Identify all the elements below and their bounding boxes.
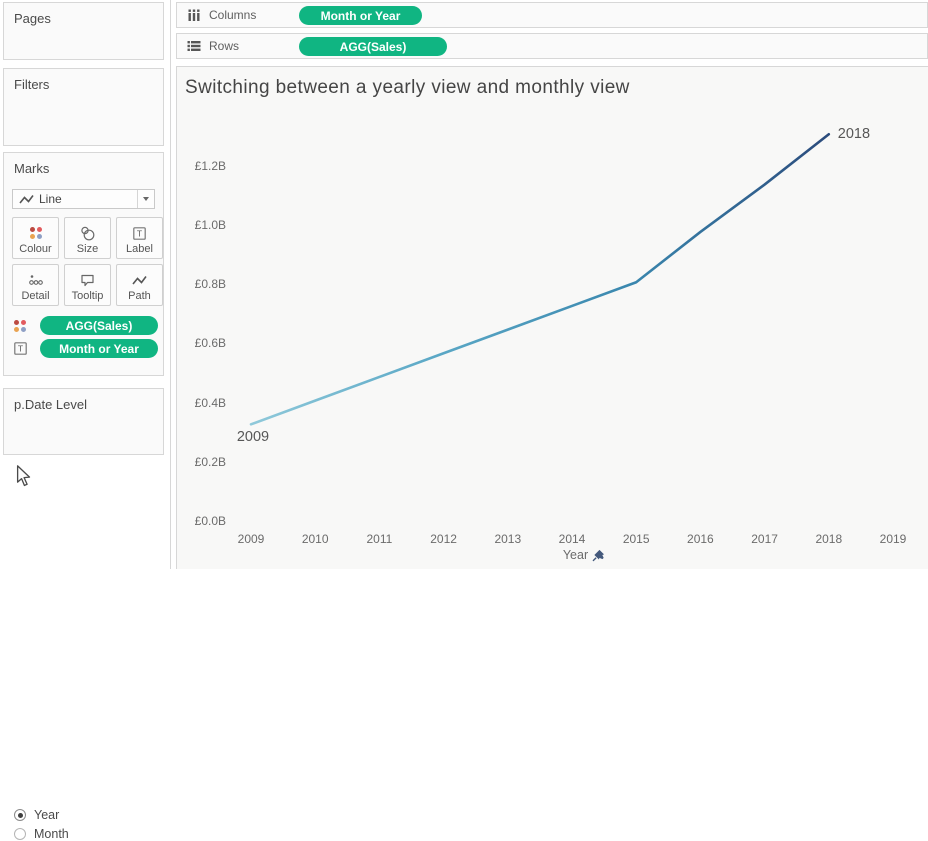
detail-button[interactable]: Detail bbox=[12, 264, 59, 306]
y-axis-tick: £1.0B bbox=[194, 218, 226, 232]
sales-line bbox=[249, 132, 831, 426]
marks-pill-row: AGG(Sales) bbox=[14, 316, 158, 335]
parameter-title: p.Date Level bbox=[14, 397, 87, 412]
label-t-icon: T bbox=[133, 223, 146, 243]
parameter-option-month[interactable]: Month bbox=[14, 827, 69, 841]
label-button[interactable]: T Label bbox=[116, 217, 163, 259]
size-button-label: Size bbox=[76, 243, 99, 255]
x-axis-field-name: Year bbox=[562, 548, 589, 562]
y-axis-tick: £0.2B bbox=[194, 454, 226, 469]
radio-label: Year bbox=[34, 808, 60, 822]
radio-label: Month bbox=[34, 827, 69, 841]
mouse-cursor bbox=[16, 465, 31, 487]
y-axis-tick: £1.2B bbox=[194, 158, 226, 173]
text-t-icon: T bbox=[14, 342, 34, 355]
parameter-card: p.Date Level Year Month bbox=[3, 388, 164, 841]
tableau-workspace: Pages Filters Marks Line Colour bbox=[3, 0, 928, 841]
sales-line-chart[interactable] bbox=[177, 67, 928, 570]
x-axis-tick: 2013 bbox=[494, 532, 522, 546]
colour-dots-icon bbox=[14, 319, 34, 332]
y-axis-tick: £0.6B bbox=[194, 336, 226, 351]
colour-button-label: Colour bbox=[19, 243, 52, 255]
marks-card: Marks Line Colour Size bbox=[3, 152, 164, 376]
pages-title: Pages bbox=[14, 11, 51, 26]
marks-title: Marks bbox=[14, 161, 50, 176]
x-axis-tick: 2009 bbox=[237, 532, 265, 546]
colour-button[interactable]: Colour bbox=[12, 217, 59, 259]
x-axis-tick: 2010 bbox=[301, 532, 329, 546]
line-mark-icon bbox=[19, 194, 34, 205]
x-axis-field-label[interactable]: Year bbox=[563, 548, 605, 562]
tooltip-button[interactable]: Tooltip bbox=[64, 264, 111, 306]
x-axis-tick: 2018 bbox=[815, 532, 843, 546]
chevron-down-icon[interactable] bbox=[137, 190, 154, 208]
marks-pill-row: T Month or Year bbox=[14, 339, 158, 358]
pin-icon bbox=[592, 549, 605, 561]
columns-shelf-label: Columns bbox=[209, 8, 257, 22]
x-axis-tick: 2014 bbox=[558, 532, 586, 546]
y-axis-tick: £0.4B bbox=[194, 395, 226, 410]
y-axis-tick: £0.0B bbox=[194, 514, 226, 528]
colour-dots-icon bbox=[29, 223, 42, 243]
tooltip-button-label: Tooltip bbox=[71, 290, 104, 302]
rows-shelf-label: Rows bbox=[209, 39, 240, 53]
tooltip-bubble-icon bbox=[79, 270, 96, 290]
rows-pill-agg-sales[interactable]: AGG(Sales) bbox=[299, 37, 447, 56]
path-button-label: Path bbox=[128, 290, 151, 302]
pages-shelf[interactable]: Pages bbox=[3, 2, 164, 60]
filters-shelf[interactable]: Filters bbox=[3, 68, 164, 146]
label-button-label: Label bbox=[126, 243, 153, 255]
mark-type-dropdown[interactable]: Line bbox=[12, 189, 155, 209]
x-axis-tick: 2016 bbox=[687, 532, 714, 546]
svg-text:T: T bbox=[137, 228, 142, 238]
radio-button[interactable] bbox=[14, 828, 26, 840]
x-axis-tick: 2012 bbox=[430, 532, 457, 546]
rows-shelf[interactable]: Rows AGG(Sales) bbox=[176, 33, 928, 59]
y-axis-tick: £0.8B bbox=[194, 277, 226, 292]
detail-dots-icon bbox=[28, 270, 44, 290]
mark-type-value: Line bbox=[39, 192, 62, 206]
x-axis-tick: 2011 bbox=[366, 532, 393, 546]
x-axis-tick: 2019 bbox=[879, 532, 907, 546]
path-button[interactable]: Path bbox=[116, 264, 163, 306]
chart-title: Switching between a yearly view and mont… bbox=[185, 77, 630, 98]
month-or-year-pill[interactable]: Month or Year bbox=[40, 339, 158, 358]
size-button[interactable]: Size bbox=[64, 217, 111, 259]
filters-title: Filters bbox=[14, 77, 50, 92]
svg-text:T: T bbox=[18, 343, 23, 353]
columns-pill-month-or-year[interactable]: Month or Year bbox=[299, 6, 422, 25]
radio-button[interactable] bbox=[14, 809, 26, 821]
path-line-icon bbox=[132, 270, 147, 290]
marks-buttons: Colour Size T Label Detail bbox=[12, 217, 163, 306]
size-circles-icon bbox=[79, 223, 96, 243]
columns-shelf[interactable]: Columns Month or Year bbox=[176, 2, 928, 28]
parameter-option-year[interactable]: Year bbox=[14, 808, 59, 822]
data-point-label: 2018 bbox=[837, 126, 871, 143]
columns-icon bbox=[187, 9, 201, 21]
sidebar-divider bbox=[170, 0, 171, 569]
agg-sales-pill[interactable]: AGG(Sales) bbox=[40, 316, 158, 335]
rows-icon bbox=[187, 40, 201, 52]
data-point-label: 2009 bbox=[236, 429, 270, 446]
detail-button-label: Detail bbox=[21, 290, 50, 302]
x-axis-tick: 2015 bbox=[622, 532, 650, 546]
x-axis-tick: 2017 bbox=[751, 532, 778, 546]
worksheet-view: Switching between a yearly view and mont… bbox=[176, 66, 928, 569]
